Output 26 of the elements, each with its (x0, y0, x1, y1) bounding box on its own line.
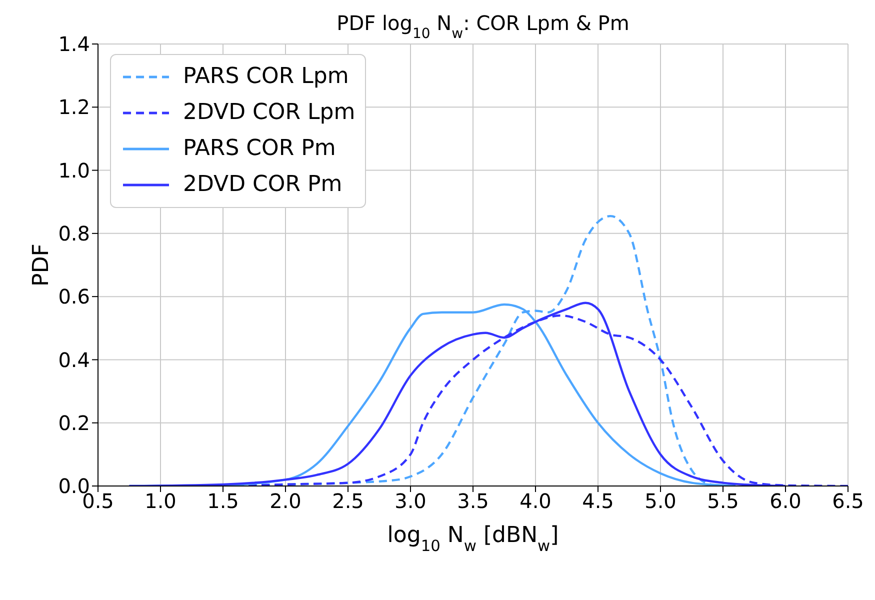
x-tick-label: 2.0 (270, 489, 302, 514)
x-tick-label: 2.5 (332, 489, 364, 514)
chart-title: PDF log$_{10}$ N$_{w}$: COR Lpm & Pm (336, 11, 630, 42)
y-tick-label: 0.6 (58, 284, 90, 309)
y-tick-label: 1.2 (58, 95, 90, 120)
x-tick-label: 5.5 (707, 489, 739, 514)
legend-label: 2DVD COR Pm (183, 171, 342, 199)
legend-label: 2DVD COR Lpm (183, 99, 356, 127)
x-tick-label: 4.5 (582, 489, 614, 514)
x-tick-label: 6.0 (770, 489, 802, 514)
legend-label: PARS COR Lpm (183, 63, 349, 91)
x-tick-label: 3.5 (457, 489, 489, 514)
y-tick-label: 1.0 (58, 158, 90, 182)
legend-label: PARS COR Pm (183, 135, 336, 163)
y-tick-label: 0.2 (58, 410, 90, 435)
y-tick-label: 0.4 (58, 348, 90, 372)
x-tick-label: 3.0 (394, 489, 426, 514)
y-tick-label: 0.8 (58, 222, 90, 246)
y-axis-title: PDF (29, 244, 54, 286)
x-tick-label: 6.5 (832, 489, 864, 514)
y-tick-label: 1.4 (58, 32, 90, 56)
x-tick-label: 5.0 (644, 489, 676, 514)
x-tick-label: 1.0 (144, 489, 176, 514)
x-axis-title: log$_{10}$ N$_{w}$ [dBN$_{w}$] (387, 523, 559, 555)
x-tick-label: 1.5 (207, 489, 239, 514)
x-tick-label: 4.0 (520, 489, 552, 514)
